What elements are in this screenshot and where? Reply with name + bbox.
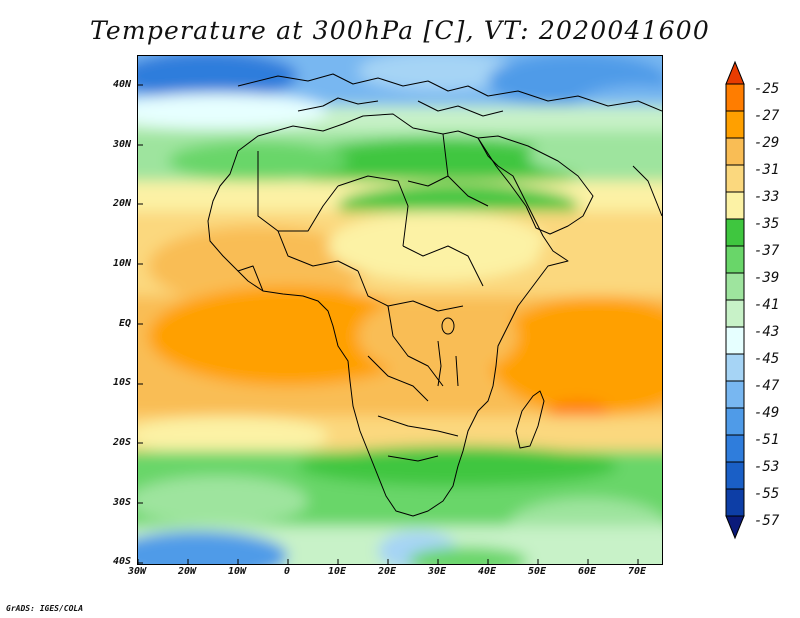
colorbar-swatch (725, 218, 745, 247)
lat-label-eq: EQ (118, 318, 131, 329)
lon-label-40e: 40E (477, 566, 497, 577)
map-panel (137, 55, 663, 565)
lon-label-20w: 20W (177, 566, 197, 577)
colorbar-label-47: -47 (754, 378, 780, 394)
colorbar-label-35: -35 (754, 216, 780, 232)
colorbar-label-37: -37 (754, 243, 780, 259)
map-title: Temperature at 300hPa [C], VT: 202004160… (90, 16, 710, 45)
colorbar-swatch (725, 272, 745, 301)
colorbar-label-29: -29 (754, 135, 780, 151)
colorbar-swatch (725, 83, 745, 112)
lat-label-10s: 10S (112, 377, 131, 388)
colorbar-swatch (725, 299, 745, 328)
colorbar-label-57: -57 (754, 513, 780, 529)
colorbar-swatch (725, 164, 745, 193)
lat-label-30n: 30N (112, 139, 131, 150)
lon-label-0: 0 (283, 566, 291, 577)
colorbar-label-33: -33 (754, 189, 780, 205)
colorbar-label-25: -25 (754, 81, 780, 97)
credit-text: GrADS: IGES/COLA (6, 604, 84, 613)
lat-label-40n: 40N (112, 79, 131, 90)
colorbar-swatch (725, 191, 745, 220)
lat-label-30s: 30S (112, 497, 131, 508)
colorbar-label-45: -45 (754, 351, 780, 367)
lon-label-30w: 30W (127, 566, 147, 577)
colorbar-swatch (725, 353, 745, 382)
colorbar-swatch (725, 461, 745, 490)
colorbar-label-39: -39 (754, 270, 780, 286)
colorbar-swatch (725, 380, 745, 409)
colorbar-label-51: -51 (754, 432, 780, 448)
colorbar (725, 60, 745, 540)
temperature-field (138, 56, 662, 564)
lon-label-20e: 20E (377, 566, 397, 577)
lon-label-30e: 30E (427, 566, 447, 577)
lat-label-40s: 40S (112, 556, 131, 567)
colorbar-label-31: -31 (754, 162, 780, 178)
colorbar-swatch (725, 515, 745, 540)
colorbar-label-41: -41 (754, 297, 780, 313)
colorbar-swatch (725, 110, 745, 139)
colorbar-swatch (725, 60, 745, 85)
map-svg (138, 56, 662, 564)
lat-label-20s: 20S (112, 437, 131, 448)
lat-label-20n: 20N (112, 198, 131, 209)
lat-label-10n: 10N (112, 258, 131, 269)
lon-label-10e: 10E (327, 566, 347, 577)
colorbar-label-27: -27 (754, 108, 780, 124)
colorbar-label-49: -49 (754, 405, 780, 421)
lon-label-60e: 60E (577, 566, 597, 577)
frame-ticks (138, 84, 639, 564)
colorbar-label-53: -53 (754, 459, 780, 475)
colorbar-swatch (725, 407, 745, 436)
colorbar-swatch (725, 326, 745, 355)
colorbar-swatch (725, 245, 745, 274)
colorbar-label-55: -55 (754, 486, 780, 502)
coastlines (207, 73, 662, 517)
lon-label-10w: 10W (227, 566, 247, 577)
colorbar-label-43: -43 (754, 324, 780, 340)
colorbar-swatch (725, 488, 745, 517)
colorbar-swatch (725, 137, 745, 166)
colorbar-swatch (725, 434, 745, 463)
lon-label-70e: 70E (627, 566, 647, 577)
lon-label-50e: 50E (527, 566, 547, 577)
